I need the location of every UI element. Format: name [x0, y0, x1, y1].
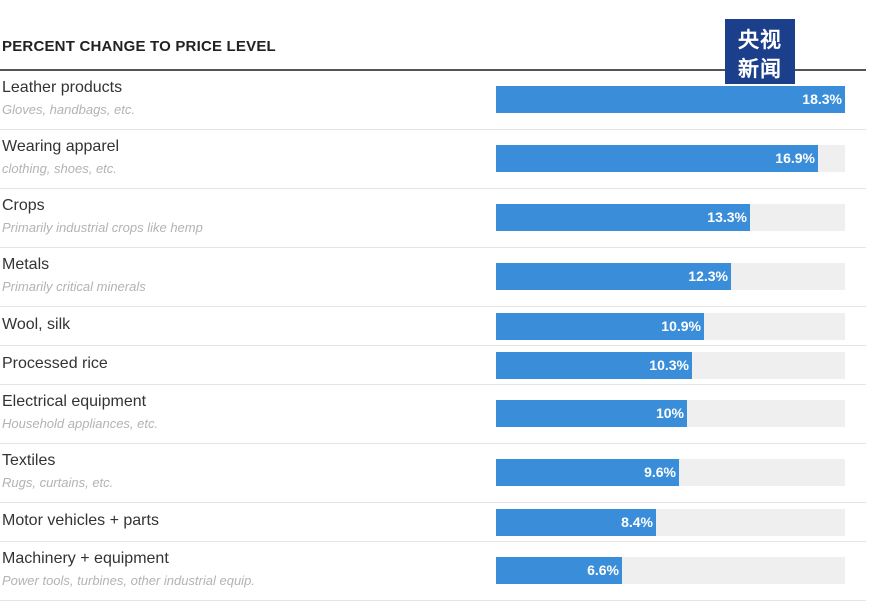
- watermark-line1: 央视: [738, 29, 782, 52]
- category-label: Machinery + equipment: [2, 550, 169, 567]
- bar: [496, 145, 818, 172]
- bar: [496, 313, 704, 340]
- bar-value-label: 8.4%: [621, 514, 653, 530]
- bar: [496, 400, 687, 427]
- category-label: Crops: [2, 197, 45, 214]
- bar: [496, 204, 750, 231]
- bar-track: 10.9%: [496, 313, 845, 340]
- chart-row: Leather products Gloves, handbags, etc. 18…: [0, 71, 866, 130]
- category-label: Wool, silk: [2, 316, 71, 333]
- bar: [496, 509, 656, 536]
- bar: [496, 352, 692, 379]
- bar-track: 16.9%: [496, 145, 845, 172]
- category-subtitle: Primarily industrial crops like hemp: [2, 220, 203, 235]
- row-divider: [0, 502, 866, 503]
- watermark-line2: 新闻: [738, 58, 782, 81]
- row-divider: [0, 384, 866, 385]
- bar-value-label: 9.6%: [644, 464, 676, 480]
- bar-track: 18.3%: [496, 86, 845, 113]
- category-label: Textiles: [2, 452, 56, 469]
- bar-track: 12.3%: [496, 263, 845, 290]
- category-subtitle: clothing, shoes, etc.: [2, 161, 117, 176]
- chart-row: Wool, silk 10.9%: [0, 307, 866, 346]
- cctv-news-watermark: 央视 新闻: [725, 19, 795, 84]
- bar: [496, 86, 845, 113]
- chart-row: Textiles Rugs, curtains, etc. 9.6%: [0, 444, 866, 503]
- bar-track: 6.6%: [496, 557, 845, 584]
- chart-title: PERCENT CHANGE TO PRICE LEVEL: [2, 38, 276, 55]
- bar-value-label: 10%: [655, 405, 684, 421]
- chart-row: Electrical equipment Household appliances…: [0, 385, 866, 444]
- bar: [496, 459, 679, 486]
- row-divider: [0, 129, 866, 130]
- category-label: Processed rice: [2, 355, 108, 372]
- category-subtitle: Power tools, turbines, other industrial …: [2, 573, 255, 588]
- bar-track: 9.6%: [496, 459, 845, 486]
- row-divider: [0, 541, 866, 542]
- category-label: Electrical equipment: [2, 393, 147, 410]
- header-divider: [0, 69, 866, 71]
- row-divider: [0, 443, 866, 444]
- category-label: Wearing apparel: [2, 138, 120, 155]
- bar-value-label: 13.3%: [707, 209, 747, 225]
- category-label: Metals: [2, 256, 50, 273]
- bar-value-label: 10.9%: [661, 318, 701, 334]
- chart-row: Wearing apparel clothing, shoes, etc. 16.9…: [0, 130, 866, 189]
- bar-track: 13.3%: [496, 204, 845, 231]
- bar-track: 8.4%: [496, 509, 845, 536]
- row-divider: [0, 600, 866, 601]
- row-divider: [0, 247, 866, 248]
- bar-value-label: 18.3%: [802, 91, 842, 107]
- bar-value-label: 12.3%: [688, 268, 728, 284]
- category-label: Motor vehicles + parts: [2, 512, 159, 529]
- chart-row: Processed rice 10.3%: [0, 346, 866, 385]
- row-divider: [0, 188, 866, 189]
- category-subtitle: Gloves, handbags, etc.: [2, 102, 135, 117]
- chart-row: Crops Primarily industrial crops like hem…: [0, 189, 866, 248]
- category-subtitle: Rugs, curtains, etc.: [2, 475, 114, 490]
- row-divider: [0, 345, 866, 346]
- category-subtitle: Household appliances, etc.: [2, 416, 159, 431]
- chart-row: Machinery + equipment Power tools, turbin…: [0, 542, 866, 601]
- chart-row: Metals Primarily critical minerals 12.3%: [0, 248, 866, 307]
- bar: [496, 557, 622, 584]
- bar-value-label: 10.3%: [649, 357, 689, 373]
- category-subtitle: Primarily critical minerals: [2, 279, 146, 294]
- row-divider: [0, 306, 866, 307]
- bar: [496, 263, 731, 290]
- bar-value-label: 6.6%: [587, 562, 619, 578]
- category-label: Leather products: [2, 79, 123, 96]
- bar-track: 10%: [496, 400, 845, 427]
- bar-track: 10.3%: [496, 352, 845, 379]
- chart-row: Motor vehicles + parts 8.4%: [0, 503, 866, 542]
- bar-value-label: 16.9%: [775, 150, 815, 166]
